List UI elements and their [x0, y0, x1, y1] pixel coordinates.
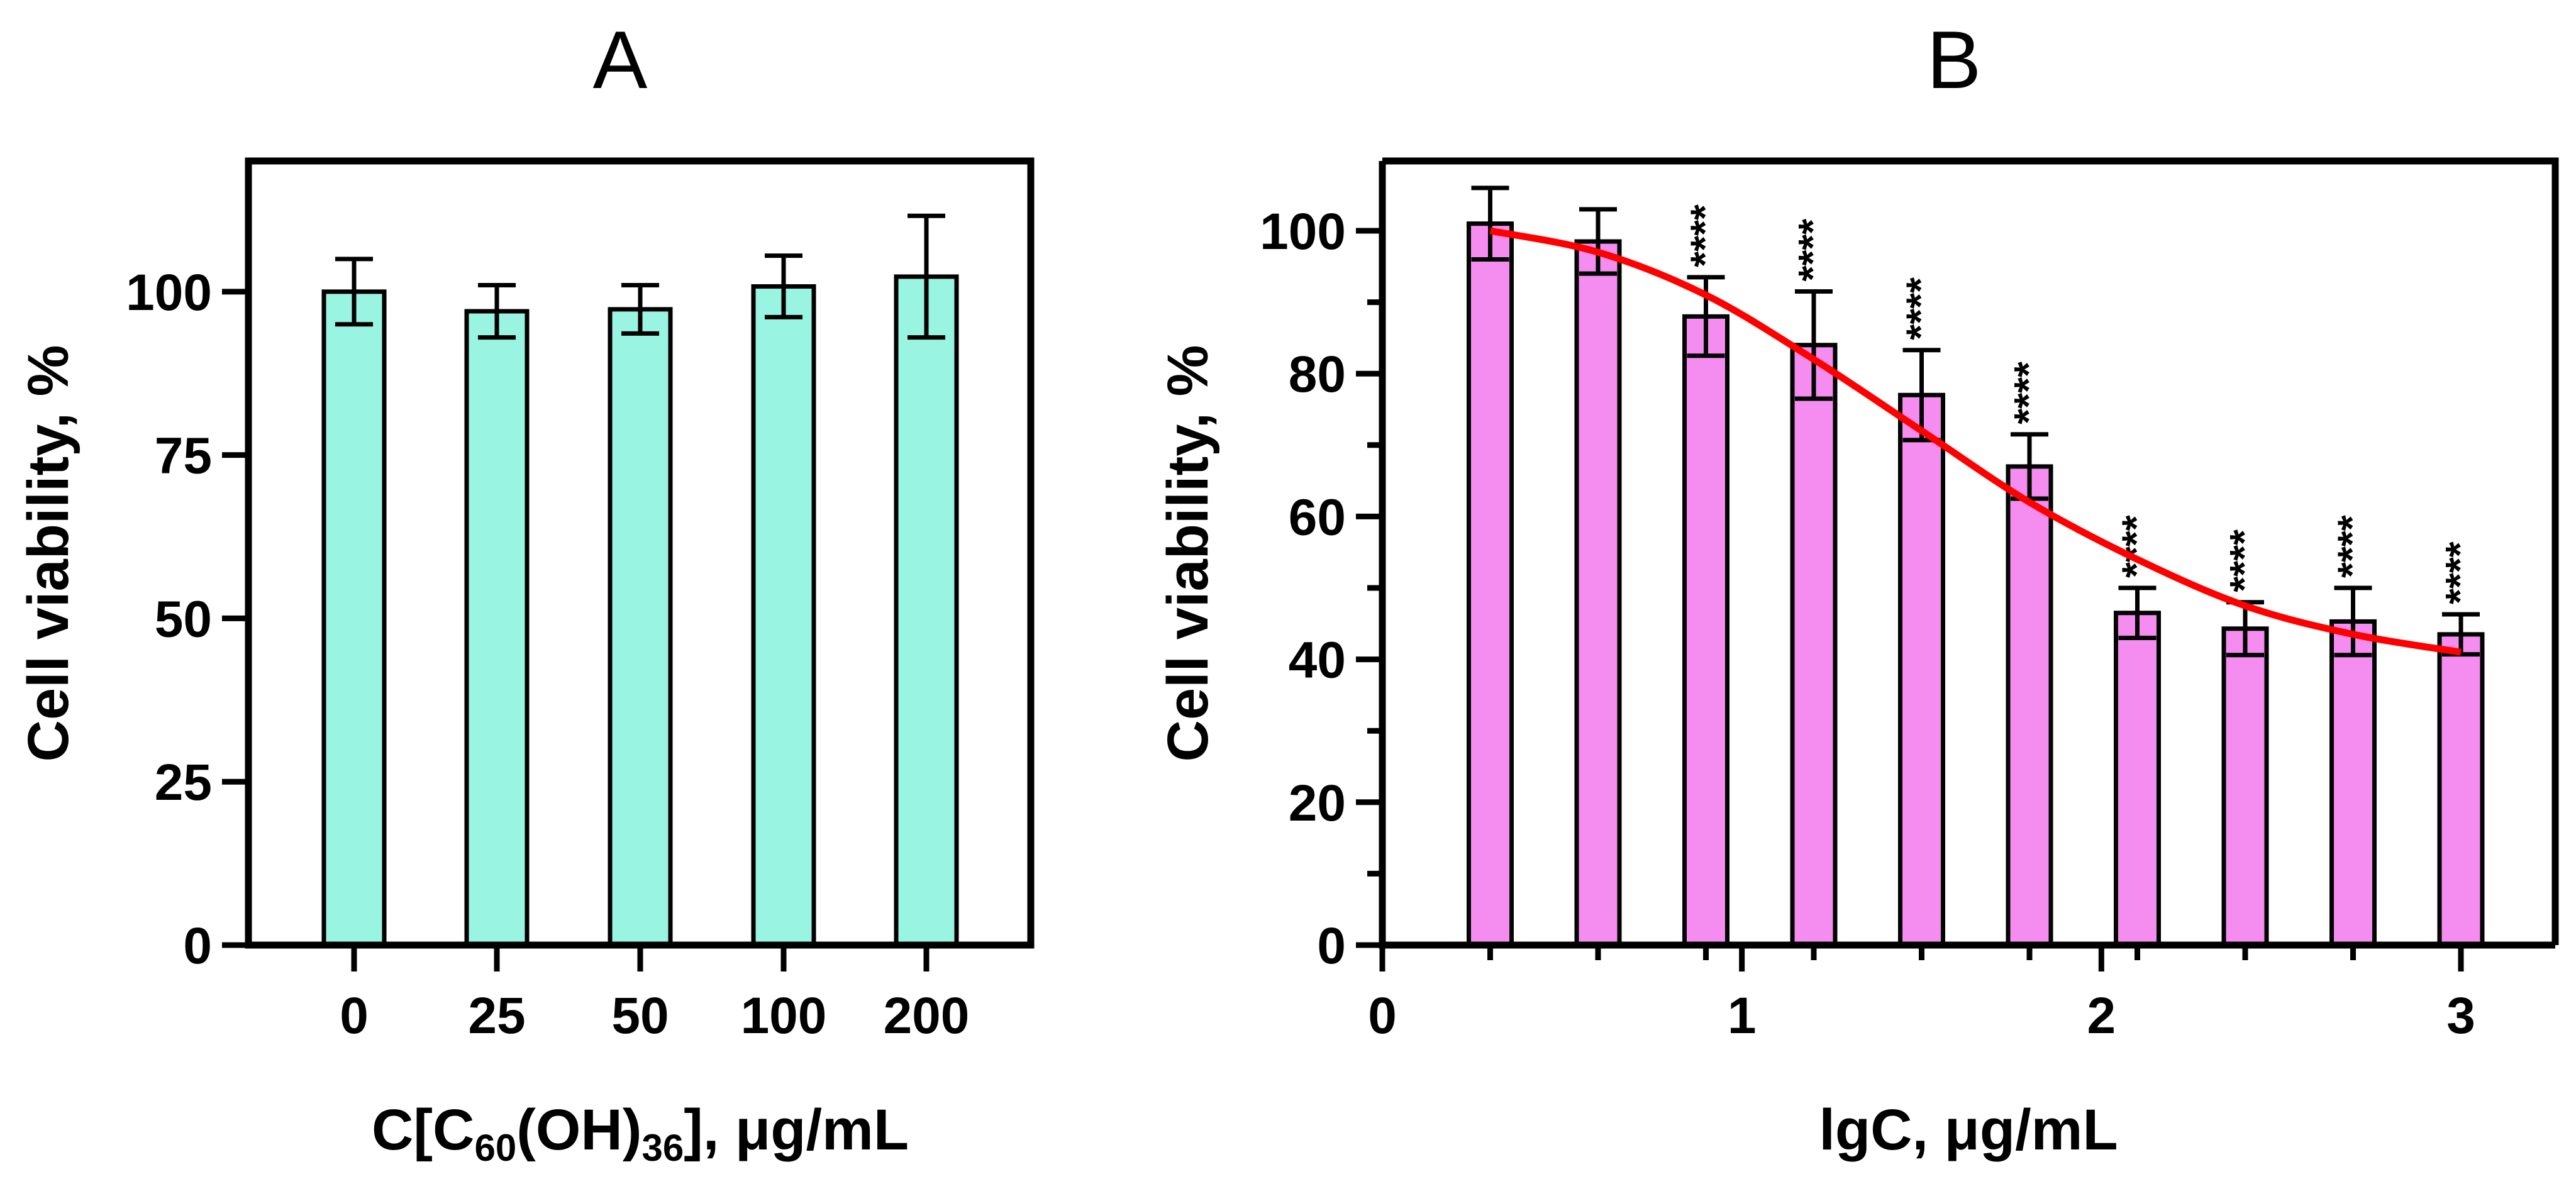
- bar-b-2.7: [2329, 619, 2377, 948]
- y-tick-label-a: 25: [155, 754, 212, 811]
- x-tick-label-a: 200: [884, 987, 970, 1044]
- error-bar-b-3: [2442, 612, 2480, 657]
- plot-frame-b: [1379, 157, 2559, 949]
- y-tick-label-a: 0: [183, 917, 212, 975]
- chart-b: B **** **************** **** **** **** 02040…: [1156, 14, 2559, 1162]
- y-tick-label-b: 40: [1289, 632, 1346, 689]
- error-bar-a-50: [621, 282, 659, 336]
- bar-b-0.9: [1682, 314, 1729, 948]
- bar-b-1.2: [1790, 343, 1838, 948]
- error-bar-a-200: [908, 213, 945, 340]
- panel-label-b: B: [1927, 14, 1982, 106]
- error-bar-b-1.2: [1795, 289, 1833, 401]
- bars-b: [1467, 221, 2485, 948]
- significance-label: ****: [1790, 219, 1835, 282]
- significance-label: ****: [2006, 362, 2051, 424]
- x-tick-label-a: 25: [468, 987, 525, 1044]
- y-tick-label-a: 50: [155, 590, 212, 648]
- significance-labels-b: **** **************** **** **** ****: [1682, 204, 2483, 604]
- x-axis-title-a: C[C60(OH)36], μg/mL: [372, 1098, 909, 1169]
- significance-label: ****: [2221, 529, 2267, 592]
- bar-a-50: [608, 307, 673, 948]
- error-bars-b: [1471, 185, 2480, 658]
- y-tick-label-a: 100: [126, 264, 212, 321]
- x-axis-ticks-a: 0 25 50 100 200: [340, 945, 969, 1044]
- y-tick-label-b: 0: [1317, 917, 1346, 975]
- fit-curve-b: [1489, 227, 2462, 656]
- y-axis-title-b: Cell viability, %: [1156, 345, 1220, 762]
- x-tick-label-a: 0: [340, 987, 369, 1044]
- bar-a-100: [751, 284, 816, 948]
- x-tick-label-a: 50: [611, 987, 669, 1044]
- error-bars-a: [335, 213, 945, 340]
- error-bar-b-0.9: [1687, 275, 1725, 358]
- error-bar-a-25: [478, 282, 516, 340]
- chart-a: A 0 25 50 75 100 0 25 50 100 200 Cell viability,…: [16, 14, 1035, 1169]
- error-bar-b-0.3: [1471, 185, 1509, 262]
- significance-label: ****: [2329, 515, 2375, 578]
- y-tick-label-b: 20: [1289, 775, 1346, 832]
- y-axis-ticks-a: 0 25 50 75 100: [126, 264, 248, 975]
- significance-label: ****: [1898, 277, 1943, 340]
- bars-a: [321, 274, 959, 948]
- y-tick-label-b: 60: [1289, 489, 1346, 546]
- x-tick-label-b: 1: [1728, 987, 1757, 1044]
- bar-b-0.6: [1574, 239, 1622, 948]
- error-bar-b-2.1: [2118, 585, 2157, 641]
- bar-b-2.4: [2221, 626, 2269, 948]
- x-axis-title-b: lgC, μg/mL: [1819, 1098, 2118, 1162]
- bar-a-0: [321, 289, 387, 948]
- error-bar-b-2.7: [2334, 585, 2372, 658]
- x-axis-ticks-b: 0 1 2 3: [1368, 945, 2475, 1044]
- y-tick-label-a: 75: [155, 428, 212, 485]
- y-tick-label-b: 80: [1289, 346, 1346, 403]
- x-tick-label-b: 0: [1368, 987, 1397, 1044]
- significance-label: ****: [1682, 204, 1728, 267]
- bar-b-0.3: [1467, 221, 1514, 948]
- bar-a-25: [464, 309, 530, 948]
- error-bar-a-100: [765, 253, 802, 319]
- x-tick-label-a: 100: [741, 987, 827, 1044]
- error-bar-a-0: [335, 257, 373, 327]
- y-tick-label-b: 100: [1260, 203, 1346, 260]
- x-tick-label-b: 2: [2087, 987, 2116, 1044]
- panel-label-a: A: [593, 14, 648, 106]
- y-axis-ticks-b: 0 20 40 60 80 100: [1260, 203, 1382, 975]
- bar-a-200: [894, 274, 959, 948]
- bar-b-1.8: [2006, 464, 2053, 948]
- significance-label: ****: [2437, 541, 2482, 604]
- y-axis-title-a: Cell viability, %: [16, 345, 80, 762]
- error-bar-b-0.6: [1579, 207, 1617, 276]
- plot-frame-a: [245, 157, 1035, 949]
- bar-b-3: [2437, 632, 2485, 948]
- bar-b-2.1: [2114, 611, 2161, 948]
- x-tick-label-b: 3: [2446, 987, 2475, 1044]
- bar-b-1.5: [1898, 392, 1945, 948]
